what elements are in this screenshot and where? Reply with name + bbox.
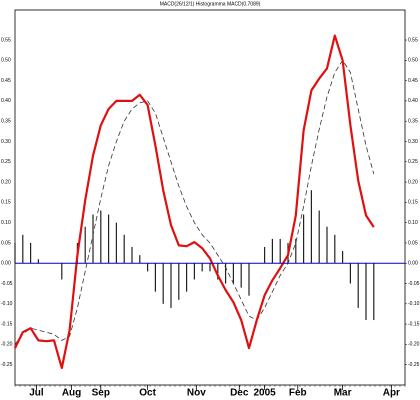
y-tick-label-right: 0.10 bbox=[408, 220, 418, 226]
x-tick-label: Oct bbox=[139, 388, 156, 399]
y-tick-label: 0.10 bbox=[1, 220, 11, 226]
y-tick-label: 0.00 bbox=[1, 261, 11, 267]
x-tick-label: Dec bbox=[230, 388, 249, 399]
y-tick-label-right: 0.55 bbox=[408, 37, 418, 43]
y-tick-label: -0.20 bbox=[1, 342, 13, 348]
y-tick-label-right: -0.05 bbox=[408, 281, 420, 287]
y-tick-label-right: 0.00 bbox=[408, 261, 418, 267]
signal-line bbox=[14, 59, 375, 345]
y-tick-label-right: 0.40 bbox=[408, 98, 418, 104]
y-tick-label-right: -0.15 bbox=[408, 321, 420, 327]
y-tick-label-right: 0.45 bbox=[408, 78, 418, 84]
y-tick-label-right: 0.50 bbox=[408, 58, 418, 64]
y-tick-label: 0.20 bbox=[1, 179, 11, 185]
x-tick-label: Mar bbox=[334, 388, 352, 399]
y-tick-label: 0.25 bbox=[1, 159, 11, 165]
y-tick-label: 0.50 bbox=[1, 58, 11, 64]
x-tick-label: Sep bbox=[92, 388, 110, 399]
x-tick-label: Nov bbox=[187, 388, 206, 399]
y-tick-label: 0.55 bbox=[1, 37, 11, 43]
y-tick-label-right: 0.30 bbox=[408, 139, 418, 145]
y-tick-label: 0.45 bbox=[1, 78, 11, 84]
y-tick-label: -0.10 bbox=[1, 301, 13, 307]
macd-line bbox=[14, 34, 375, 370]
y-tick-label: -0.25 bbox=[1, 362, 13, 368]
y-tick-label-right: 0.20 bbox=[408, 179, 418, 185]
y-tick-label-right: 0.05 bbox=[408, 240, 418, 246]
y-tick-label-right: -0.10 bbox=[408, 301, 420, 307]
y-tick-label-right: 0.25 bbox=[408, 159, 418, 165]
y-tick-label: -0.15 bbox=[1, 321, 13, 327]
y-tick-label: -0.05 bbox=[1, 281, 13, 287]
y-tick-label-right: 0.15 bbox=[408, 200, 418, 206]
x-tick-label: 2005 bbox=[253, 388, 276, 399]
y-tick-label: 0.05 bbox=[1, 240, 11, 246]
x-tick-label: Aug bbox=[62, 388, 81, 399]
x-tick-label: Feb bbox=[289, 388, 307, 399]
y-tick-label: 0.40 bbox=[1, 98, 11, 104]
x-tick-label: Jul bbox=[29, 388, 44, 399]
y-tick-label: 0.15 bbox=[1, 200, 11, 206]
y-tick-label: 0.35 bbox=[1, 119, 11, 125]
x-tick-label: Apr bbox=[383, 388, 400, 399]
y-tick-label-right: 0.35 bbox=[408, 119, 418, 125]
chart-title: MACD(26/12/1) Histogramma MACD(0.7089) bbox=[160, 1, 261, 7]
y-tick-label-right: -0.25 bbox=[408, 362, 420, 368]
y-tick-label: 0.30 bbox=[1, 139, 11, 145]
y-tick-label-right: -0.20 bbox=[408, 342, 420, 348]
